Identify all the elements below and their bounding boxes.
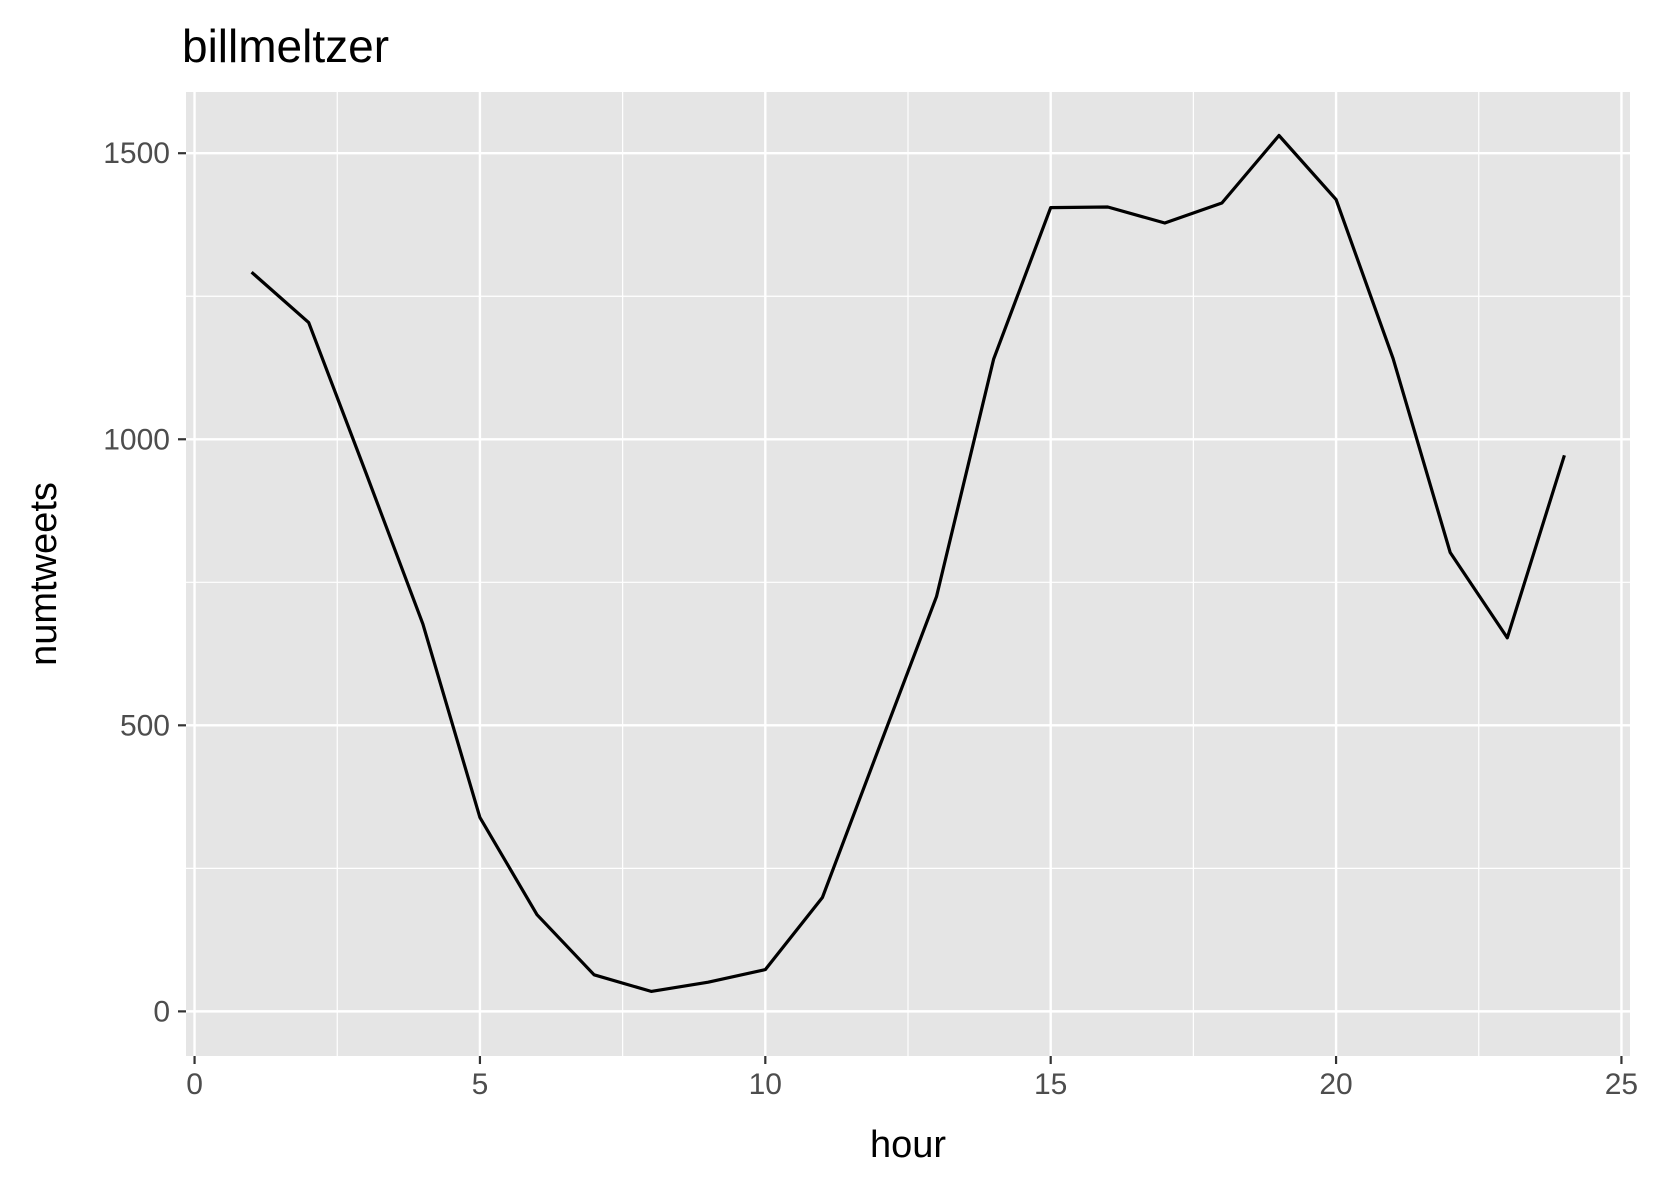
y-axis-title: numtweets: [23, 482, 65, 666]
chart-title: billmeltzer: [182, 20, 389, 72]
x-tick-label: 5: [472, 1068, 489, 1101]
x-tick-label: 25: [1605, 1068, 1638, 1101]
y-tick-label: 1000: [103, 423, 170, 456]
x-axis-title: hour: [870, 1124, 946, 1166]
series-layer: [250, 133, 1566, 994]
y-tick-label: 0: [153, 995, 170, 1028]
axis-ticks: [178, 152, 1623, 1064]
tick-labels: 0 5 10 15 20 25 0 500 1000 1500: [103, 137, 1638, 1101]
x-tick-label: 15: [1034, 1068, 1067, 1101]
y-tick-label: 500: [120, 709, 170, 742]
major-gridlines: [186, 92, 1630, 1056]
minor-gridlines: [186, 92, 1630, 1056]
series-line: [250, 133, 1566, 994]
x-tick-label: 0: [186, 1068, 203, 1101]
x-tick-label: 10: [749, 1068, 782, 1101]
x-tick-label: 20: [1319, 1068, 1352, 1101]
y-tick-label: 1500: [103, 137, 170, 170]
